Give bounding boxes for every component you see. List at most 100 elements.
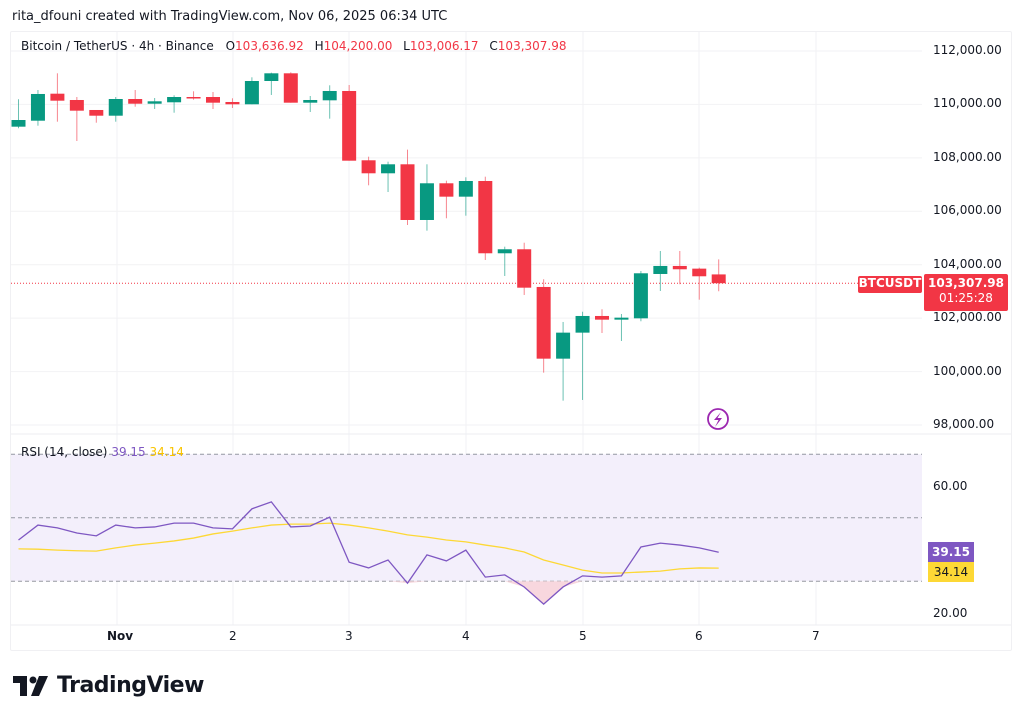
- candle-body: [575, 315, 590, 333]
- candle: [653, 250, 668, 291]
- candle-body: [30, 93, 45, 121]
- candle-body: [244, 80, 259, 105]
- candle-body: [439, 183, 454, 197]
- candle: [89, 109, 104, 123]
- low-label: L: [403, 39, 410, 53]
- candle-body: [206, 97, 220, 103]
- candle-body: [128, 99, 143, 104]
- candle-body: [147, 101, 162, 104]
- low-value: 103,006.17: [409, 39, 479, 53]
- candle: [225, 98, 240, 109]
- open-label: O: [225, 39, 236, 53]
- candle-body: [400, 164, 415, 220]
- rsi-ma-line: [18, 522, 719, 574]
- candle-body: [458, 180, 473, 197]
- candle: [400, 149, 415, 225]
- candle-body: [536, 286, 551, 359]
- close-label: C: [489, 39, 498, 53]
- candle: [614, 313, 629, 341]
- candle-body: [11, 120, 26, 127]
- tradingview-logo-icon: [13, 675, 48, 696]
- price-tick-label: 98,000.00: [933, 416, 995, 431]
- rsi-title[interactable]: RSI (14, close): [21, 445, 108, 459]
- rsi-ma-value-tag: 34.14: [928, 562, 974, 582]
- candle: [128, 90, 143, 107]
- rsi-legend: RSI (14, close) 39.15 34.14: [21, 445, 184, 459]
- candle: [50, 73, 65, 122]
- price-tick-label: 108,000.00: [933, 149, 1002, 164]
- candle: [283, 72, 298, 103]
- candle: [595, 309, 609, 333]
- candle-body: [419, 183, 434, 220]
- rsi-tick-20: 20.00: [933, 606, 968, 620]
- candle: [556, 321, 571, 401]
- time-tick-label: 2: [229, 629, 237, 643]
- candle-body: [633, 273, 648, 319]
- candle-body: [264, 73, 279, 81]
- close-value: 103,307.98: [497, 39, 567, 53]
- candle-body: [653, 265, 668, 274]
- price-tick-label: 102,000.00: [933, 310, 1002, 325]
- candle-body: [108, 99, 123, 116]
- candle-body: [225, 101, 240, 105]
- price-tick-label: 100,000.00: [933, 363, 1002, 378]
- candle: [497, 246, 512, 276]
- candle-body: [50, 93, 65, 101]
- candle: [11, 99, 26, 129]
- rsi-tick-60: 60.00: [933, 479, 968, 493]
- time-tick-label: 3: [345, 629, 353, 643]
- candle-body: [303, 99, 318, 103]
- high-label: H: [314, 39, 324, 53]
- candle: [439, 180, 454, 219]
- candle: [147, 97, 162, 109]
- price-tick-label: 112,000.00: [933, 43, 1002, 57]
- candle-body: [69, 99, 84, 111]
- candle-body: [186, 97, 201, 99]
- candle-body: [595, 315, 609, 320]
- candle: [244, 77, 259, 105]
- chart-frame: [10, 31, 1012, 651]
- candle-body: [556, 332, 571, 359]
- open-value: 103,636.92: [235, 39, 304, 53]
- candle: [264, 72, 279, 95]
- candle: [30, 90, 45, 126]
- candle: [381, 161, 396, 192]
- candle-body: [342, 90, 357, 161]
- candle-body: [497, 249, 512, 254]
- candle: [303, 95, 318, 112]
- symbol-legend: Bitcoin / TetherUS · 4h · Binance O103,6…: [21, 39, 574, 53]
- candle-body: [478, 180, 493, 254]
- credit-text: rita_dfouni created with TradingView.com…: [12, 9, 448, 24]
- candle: [517, 242, 532, 295]
- candle-body: [381, 164, 396, 174]
- last-price-tag: 103,307.98 01:25:28: [924, 274, 1008, 311]
- tradingview-logo[interactable]: TradingView: [13, 673, 204, 698]
- time-tick-label: 4: [462, 629, 470, 643]
- candle: [575, 311, 590, 400]
- candle-body: [614, 317, 629, 320]
- price-tick-label: 110,000.00: [933, 96, 1002, 111]
- logo-text: TradingView: [57, 673, 204, 698]
- candle-body: [167, 97, 182, 103]
- candle-body: [517, 249, 532, 288]
- symbol-price-tag: BTCUSDT: [858, 276, 922, 293]
- high-value: 104,200.00: [323, 39, 393, 53]
- rsi-line: [18, 501, 719, 605]
- candle: [478, 176, 493, 260]
- candle: [419, 164, 434, 231]
- symbol-name[interactable]: Bitcoin / TetherUS · 4h · Binance: [21, 39, 214, 53]
- candle: [536, 279, 551, 373]
- candle: [342, 85, 357, 161]
- candle: [672, 250, 687, 285]
- time-tick-label: 5: [579, 629, 587, 643]
- candle: [206, 92, 220, 109]
- candle-body: [89, 109, 104, 116]
- candle-body: [711, 274, 726, 284]
- candle: [361, 156, 376, 186]
- rsi-ma-value: 34.14: [149, 445, 184, 459]
- candle: [633, 270, 648, 322]
- lightning-icon[interactable]: [707, 408, 729, 430]
- candle: [186, 91, 201, 100]
